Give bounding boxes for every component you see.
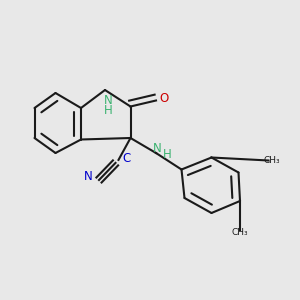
Text: O: O: [159, 92, 168, 106]
Text: C: C: [122, 152, 130, 165]
Text: H: H: [163, 148, 172, 161]
Text: N: N: [84, 170, 93, 184]
Text: N: N: [153, 142, 162, 155]
Text: CH₃: CH₃: [263, 156, 280, 165]
Text: N: N: [103, 94, 112, 107]
Text: CH₃: CH₃: [232, 228, 248, 237]
Text: H: H: [103, 104, 112, 117]
